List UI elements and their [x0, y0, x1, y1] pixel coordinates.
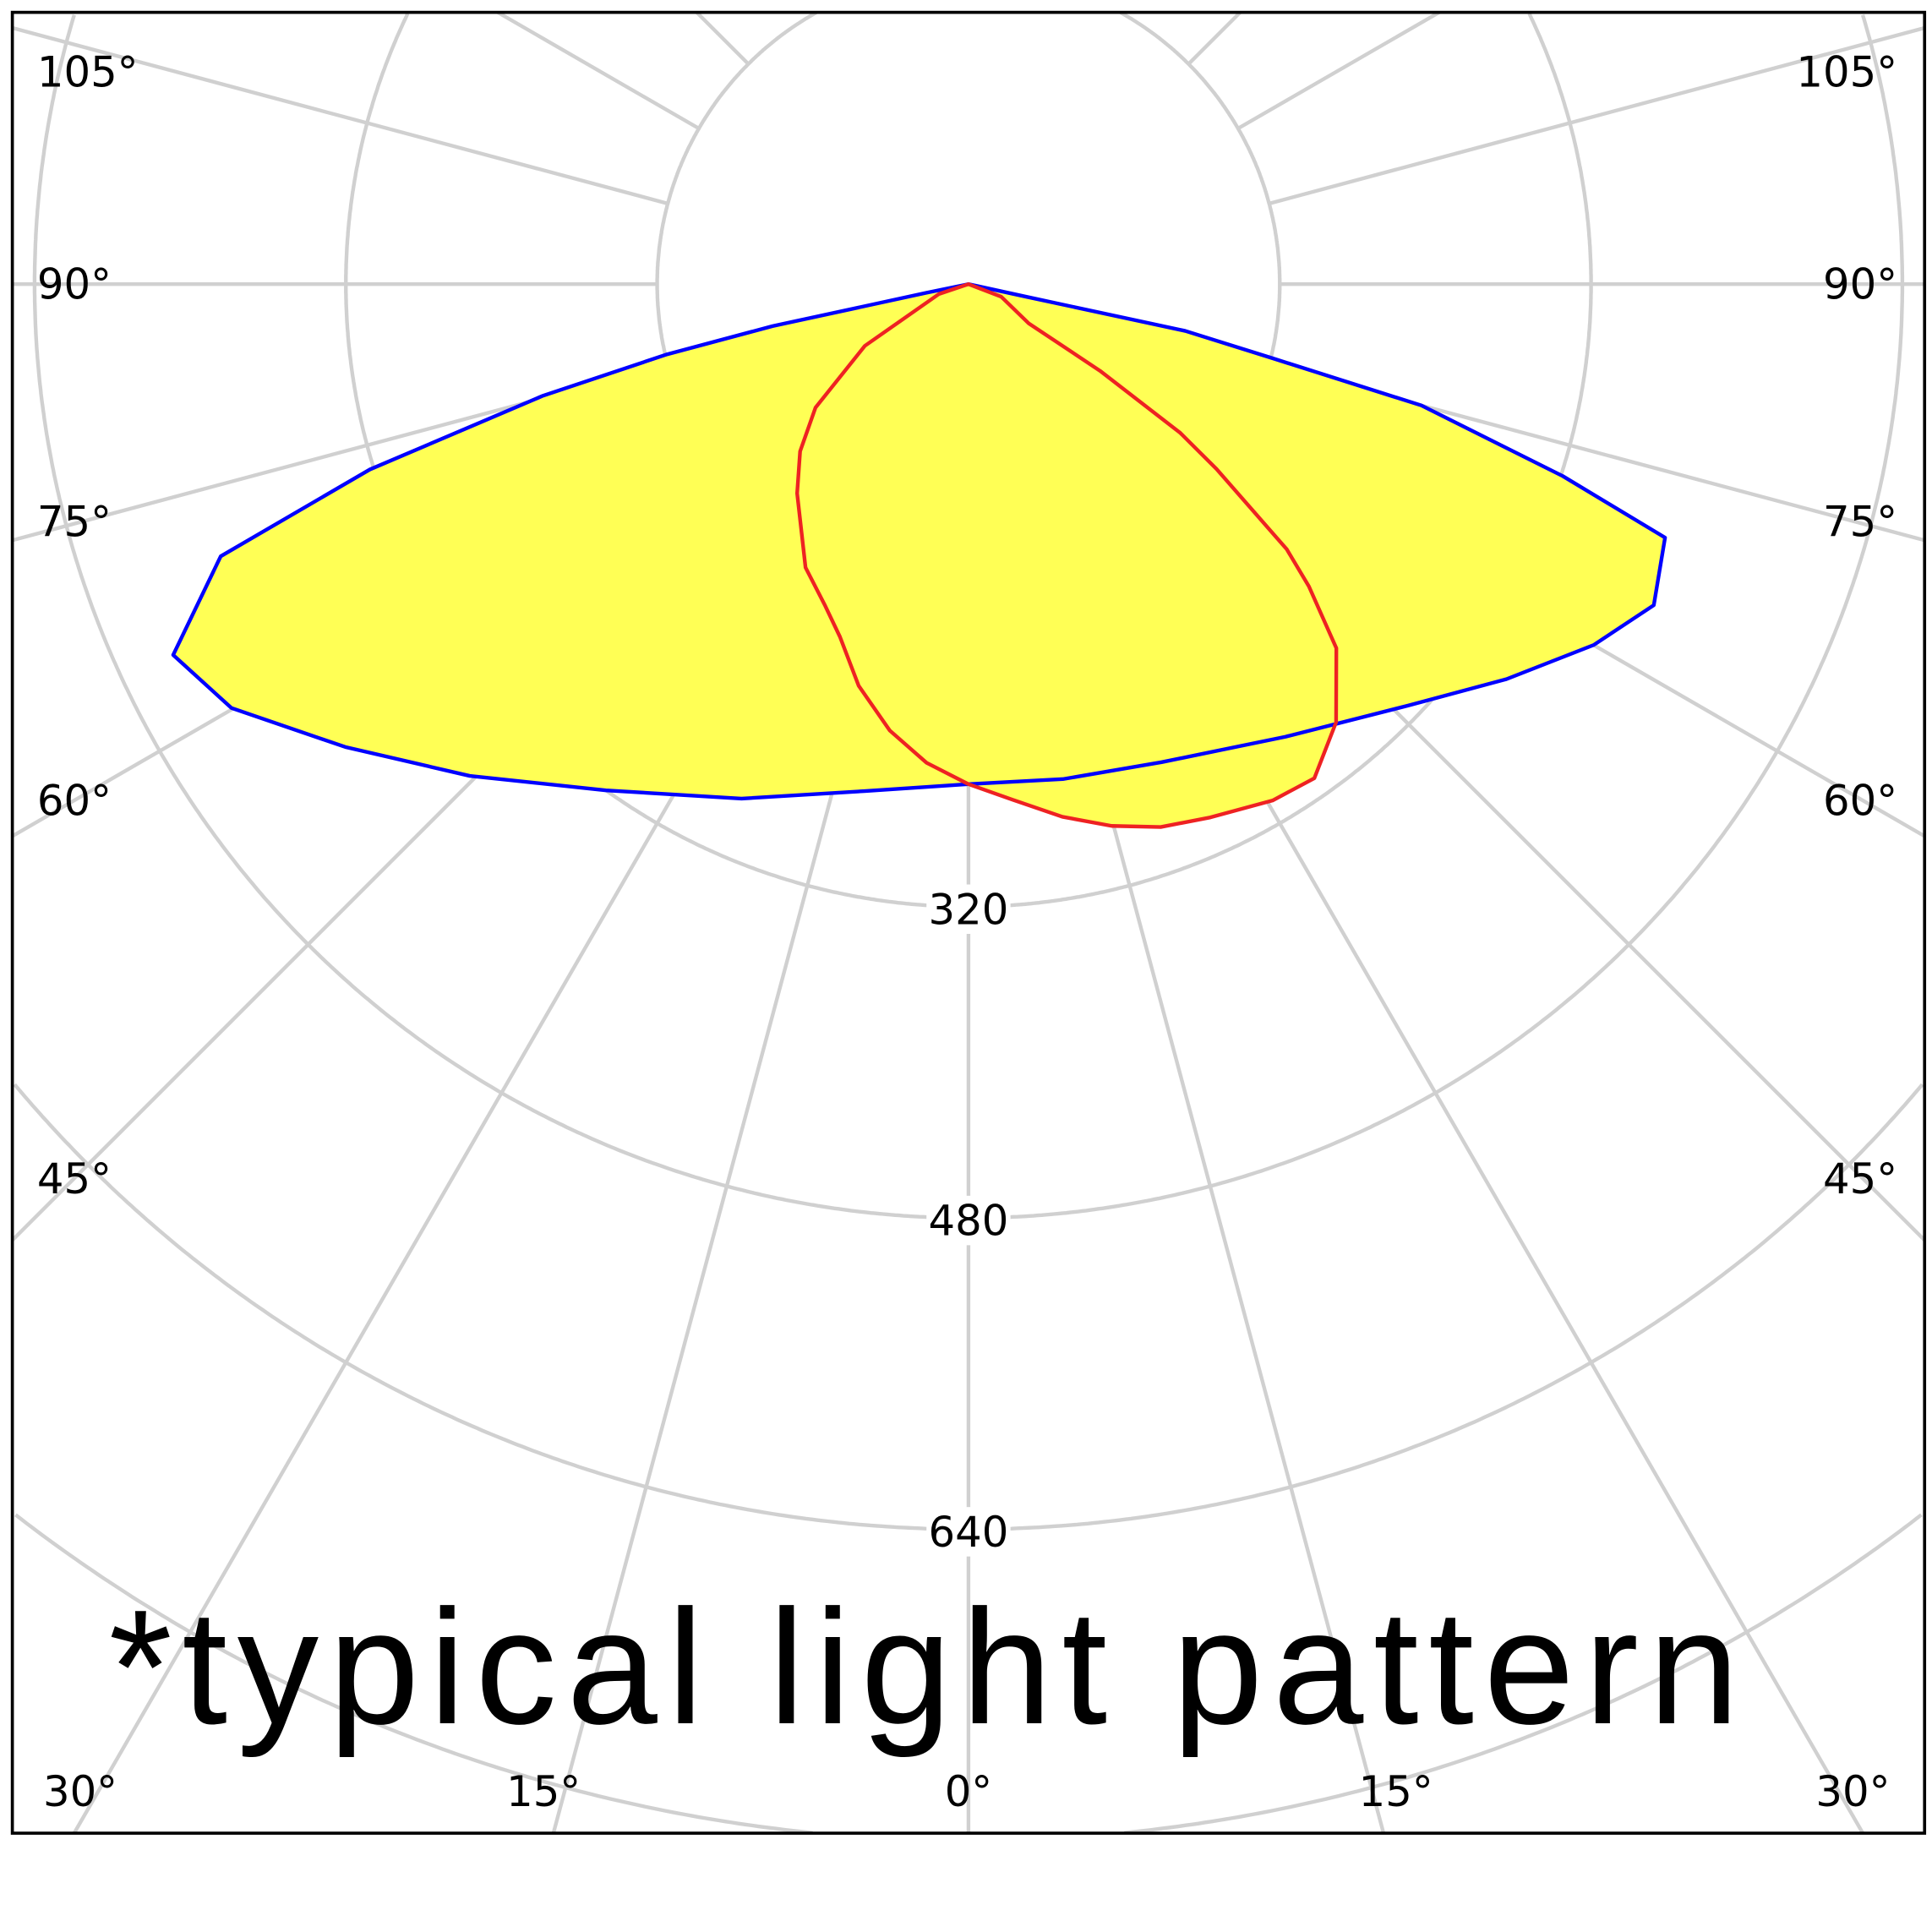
series-line-1 [795, 281, 1339, 829]
typical-light-pattern-note: *typical light pattern [109, 1575, 1749, 1758]
grid-ring-480 [32, 14, 1905, 1220]
bottom-label-0: 0° [945, 1767, 992, 1816]
series-lines [171, 281, 1667, 829]
side-label-right-75: 75° [1823, 497, 1897, 546]
grid-spoke-120 [1236, 12, 1440, 130]
side-label-right-60: 60° [1823, 777, 1897, 826]
side-label-right-105: 105° [1796, 47, 1897, 96]
side-label-right-90: 90° [1823, 260, 1897, 309]
side-label-left-60: 60° [37, 777, 112, 826]
filled-areas [172, 284, 1666, 827]
grid-spoke-225 [695, 12, 750, 66]
side-label-left-105: 105° [37, 47, 139, 96]
grid-spoke-240 [496, 12, 701, 130]
plot-frame [10, 10, 1927, 1835]
side-label-right-45: 45° [1823, 1154, 1897, 1203]
bottom-label-right-15: 15° [1359, 1767, 1433, 1816]
grid-spoke-255 [12, 25, 669, 205]
grid-ring-800 [14, 1513, 1923, 1834]
radial-label-640: 640 [929, 1508, 1009, 1557]
grid-spoke-105 [1269, 25, 1925, 205]
bottom-label-right-30: 30° [1815, 1767, 1890, 1816]
radial-label-320: 320 [929, 885, 1009, 934]
bottom-label-left-15: 15° [506, 1767, 581, 1816]
side-label-left-75: 75° [37, 497, 112, 546]
side-label-left-90: 90° [37, 260, 112, 309]
series-area-1 [797, 284, 1337, 827]
radial-label-480: 480 [929, 1197, 1009, 1246]
bottom-label-left-30: 30° [43, 1767, 117, 1816]
side-label-left-45: 45° [37, 1154, 112, 1203]
grid-spoke-135 [1187, 12, 1242, 66]
